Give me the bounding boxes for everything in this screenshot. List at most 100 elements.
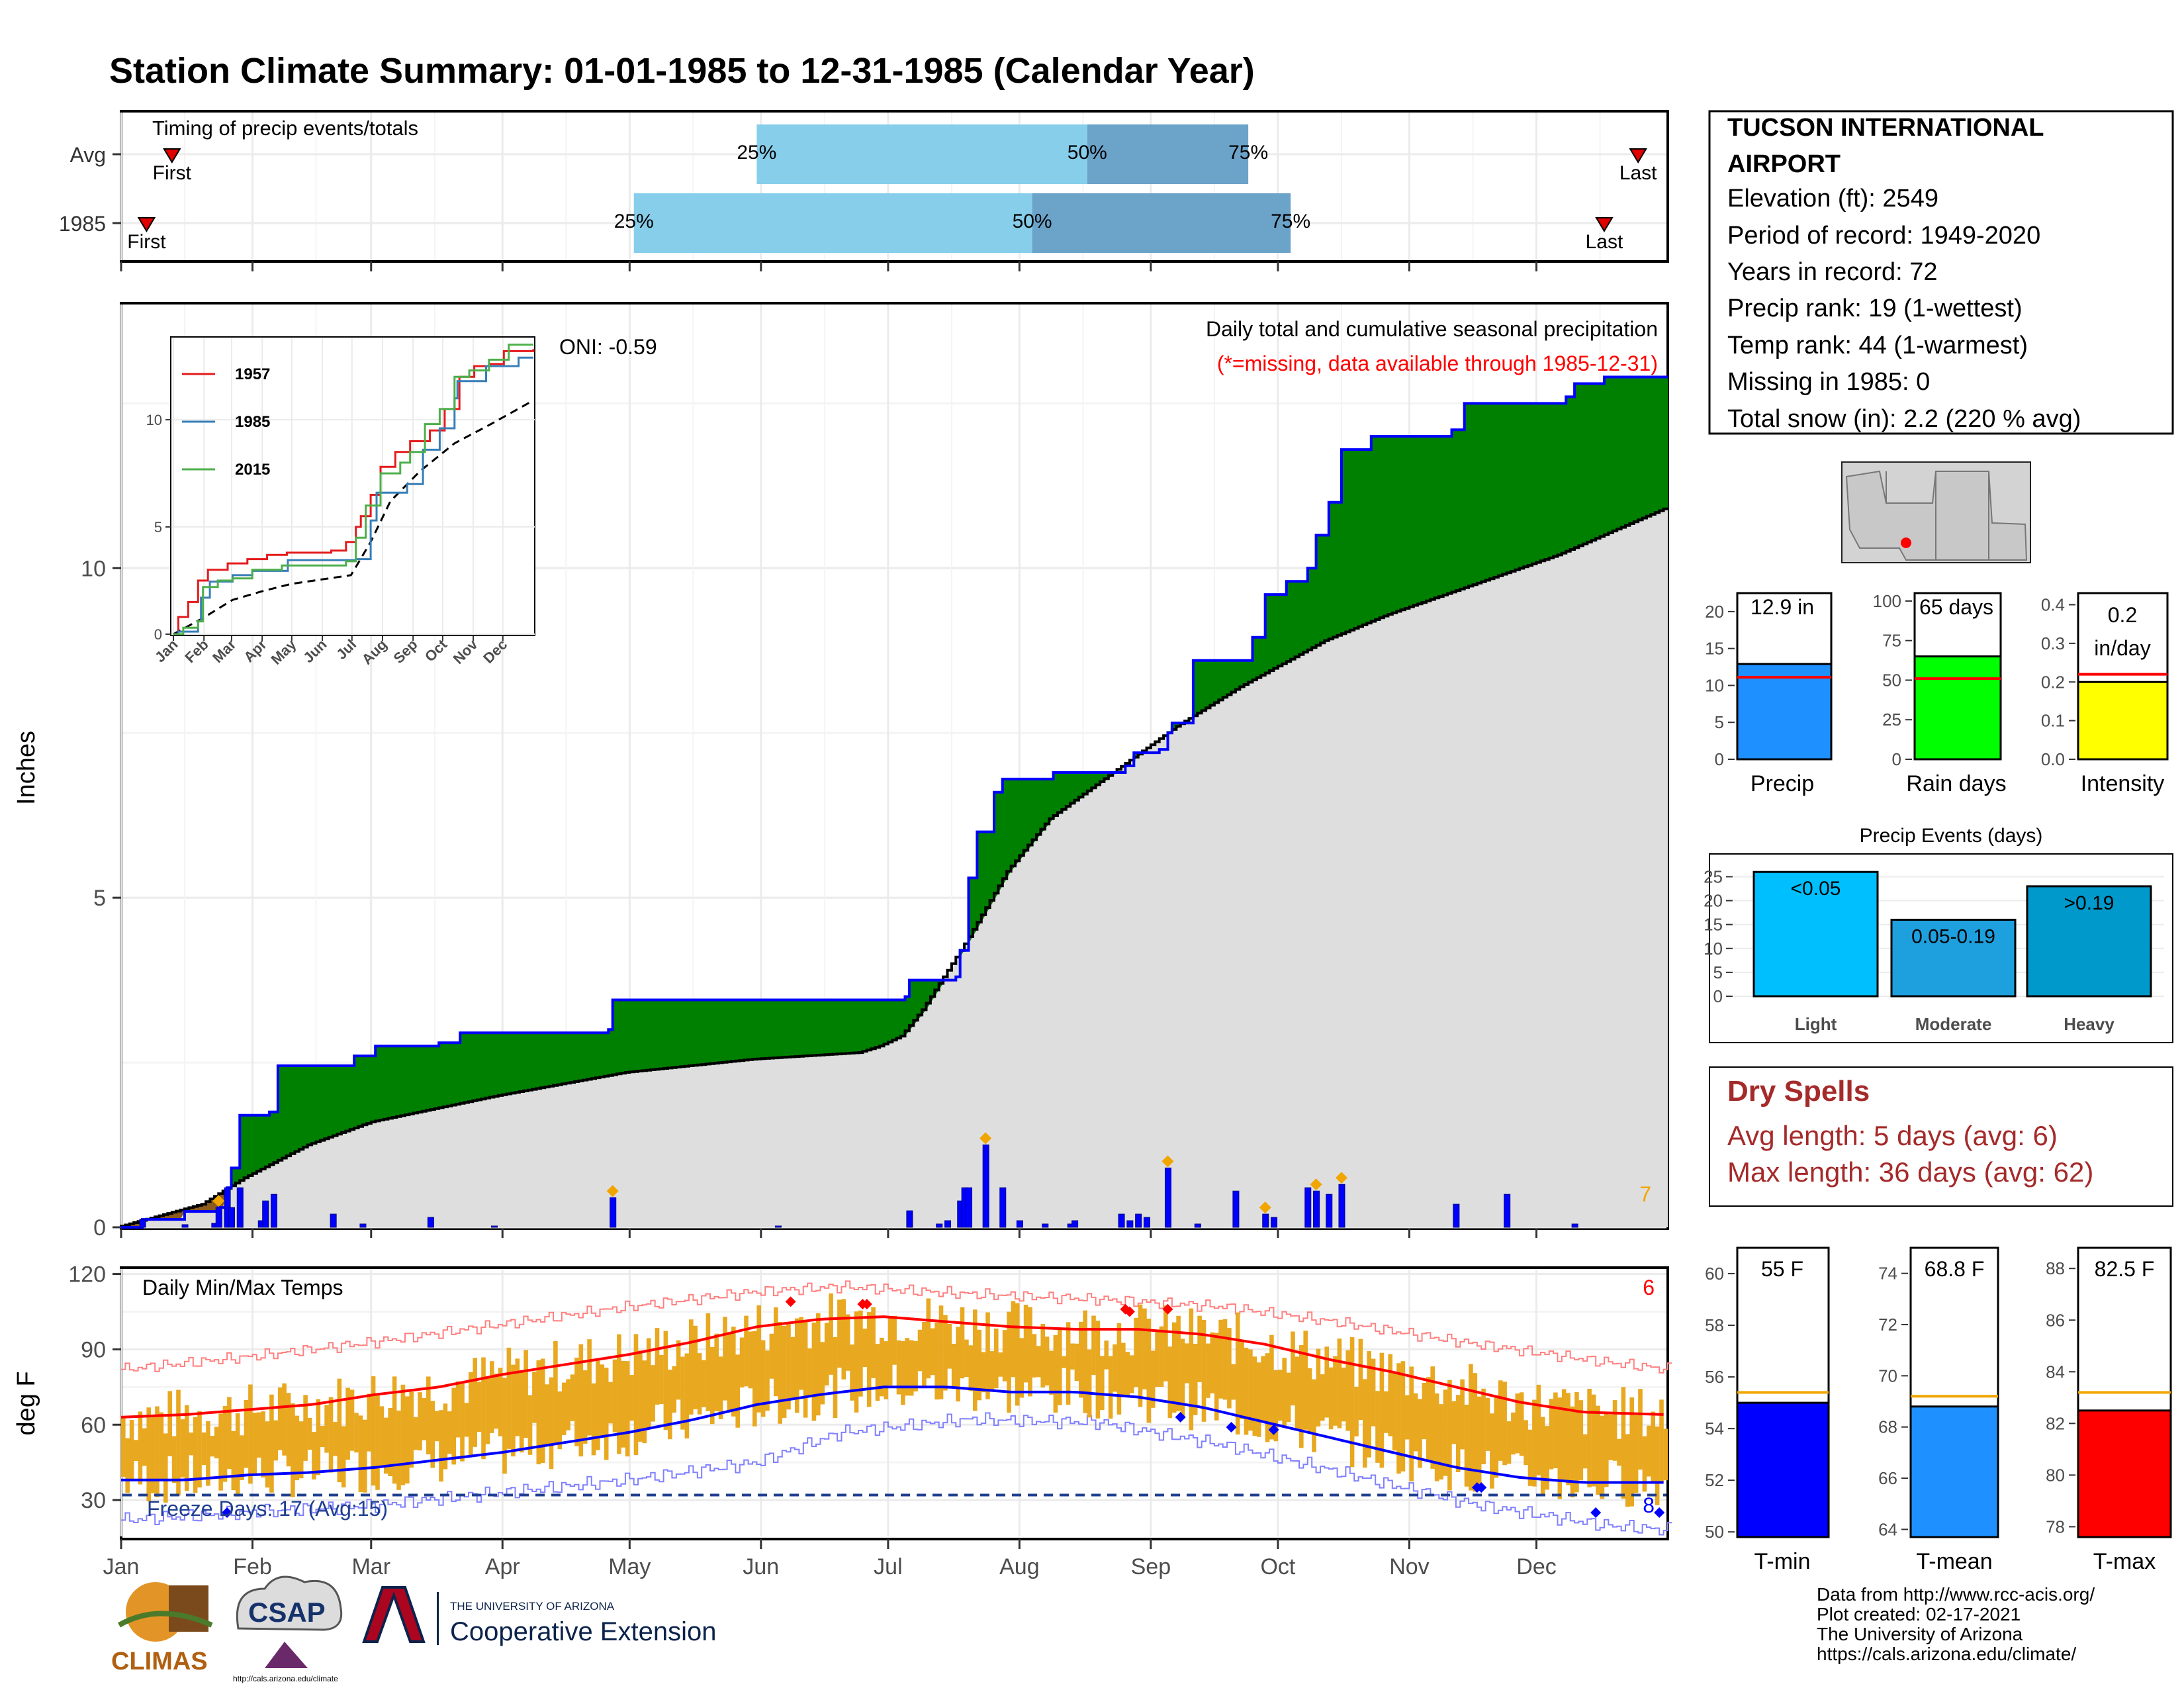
daily-temp-bar [1291,1331,1295,1406]
daily-temp-bar [1617,1438,1621,1466]
daily-temp-bar [549,1377,554,1470]
footer-line-4: https://cals.arizona.edu/climate/ [1817,1644,2076,1664]
daily-temp-bar [807,1348,812,1397]
raindays-ytick-label: 25 [1882,710,1901,729]
daily-temp-bar [994,1329,999,1389]
daily-temp-bar [633,1334,639,1456]
daily-temp-bar [587,1339,592,1436]
daily-temp-bar [612,1359,617,1432]
raindays-ytick-label: 50 [1882,670,1901,690]
daily-temp-bar [1464,1405,1469,1487]
daily-precip-bar [181,1224,189,1228]
precip-bar-label: Precip [1751,771,1814,796]
daily-temp-bar [968,1345,974,1391]
precip-ytick-label: 10 [1705,675,1724,695]
daily-temp-bar [922,1322,927,1387]
daily-temp-bar [523,1350,528,1438]
timing-content: Avg 25% 50% 75% First Last 1985 25% 50% 75% First L… [59,124,1666,271]
daily-temp-bar [1596,1405,1600,1495]
daily-precip-bar [490,1225,498,1228]
daily-temp-bar [490,1361,494,1433]
daily-temp-bar [1612,1400,1617,1461]
daily-temp-bar [291,1403,295,1497]
daily-temp-bar [1524,1420,1528,1466]
timing-p25-label: 25% [614,211,654,232]
daily-temp-bar [1150,1350,1156,1408]
daily-temp-bar [782,1325,787,1418]
daily-temp-bar [498,1368,503,1436]
daily-temp-bar [1252,1356,1257,1436]
daily-temp-bar [1342,1368,1346,1422]
daily-temp-bar [1328,1367,1334,1430]
tmin-ytick-label: 52 [1705,1470,1724,1490]
daily-temp-bar [1040,1324,1045,1388]
daily-temp-bar [1527,1429,1533,1486]
daily-temp-bar [1384,1391,1388,1433]
daily-temp-bar [1256,1362,1261,1437]
daily-precip-bar [1571,1223,1578,1228]
station-info-panel: TUCSON INTERNATIONAL AIRPORT Elevation (… [1708,110,2174,435]
daily-temp-bar [1180,1338,1185,1417]
daily-temp-bar [926,1298,931,1379]
daily-temp-bar [744,1315,749,1387]
station-period: Period of record: 1949-2020 [1727,222,2040,250]
tmean-ytick-label: 74 [1878,1264,1897,1284]
intensity-value-label-1: 0.2 [2108,603,2137,627]
daily-precip-bar [1118,1213,1125,1228]
daily-temp-bar [1138,1304,1143,1407]
first-marker-icon [163,148,181,164]
daily-temp-bar [400,1384,406,1485]
daily-temp-bar [702,1360,706,1407]
footer: Data from http://www.rcc-acis.org/ Plot … [111,1575,2095,1683]
daily-temp-bar [896,1340,901,1395]
daily-temp-bar [1354,1386,1359,1436]
climas-logo: CLIMAS [111,1582,213,1675]
daily-precip-bar [1271,1217,1278,1228]
daily-temp-bar [180,1419,185,1477]
intensity-bar-fill [2077,680,2169,761]
daily-temp-bar [443,1403,448,1470]
temp-red-count: 6 [1643,1276,1655,1299]
daily-temp-bar [155,1406,159,1497]
daily-temp-bar [494,1374,498,1429]
daily-temp-bar [1295,1356,1300,1429]
daily-temp-bar [1062,1356,1066,1368]
daily-temp-bar [506,1347,512,1449]
daily-temp-bar [909,1340,914,1396]
daily-temp-bar [1303,1331,1308,1430]
tmean-ytick-label: 68 [1878,1417,1897,1437]
daily-precip-bar [1071,1220,1079,1228]
footer-line-3: The University of Arizona [1817,1624,2023,1644]
daily-temp-bar [1066,1322,1071,1405]
daily-temp-bar [837,1299,842,1368]
daily-temp-bar [833,1336,838,1419]
daily-temp-bar [146,1407,151,1501]
daily-temp-bar [756,1305,761,1413]
tmin-value-label: 55 F [1761,1257,1803,1281]
daily-temp-bar [460,1381,465,1462]
daily-temp-bar [905,1338,910,1396]
month-axis: Jan Feb Mar Apr May Jun Jul Aug Sep Oct Nov Dec [103,1539,1557,1579]
daily-temp-bar [1422,1383,1427,1440]
tmax-ytick-label: 84 [2046,1362,2065,1382]
daily-temp-bar [887,1317,893,1385]
daily-temp-bar [341,1426,346,1487]
daily-temp-bar [214,1427,219,1459]
daily-temp-bar [799,1317,803,1390]
daily-temp-bar [473,1358,477,1447]
intensity-bar-label: Intensity [2081,771,2165,796]
daily-temp-bar [845,1314,850,1371]
daily-temp-bar [625,1361,630,1457]
daily-temp-bar [1171,1322,1177,1413]
daily-temp-bar [1269,1335,1274,1440]
daily-temp-bar [600,1364,605,1436]
daily-temp-bar [1363,1379,1367,1468]
daily-temp-bar [1388,1354,1392,1436]
daily-temp-bar [1379,1352,1385,1468]
daily-temp-bar [176,1389,181,1496]
daily-temp-bar [811,1322,817,1421]
map-station-dot [1901,538,1911,548]
record-high-marker-icon [861,1299,872,1310]
daily-temp-bar [1113,1344,1117,1392]
tmean-ytick-label: 72 [1878,1315,1897,1335]
